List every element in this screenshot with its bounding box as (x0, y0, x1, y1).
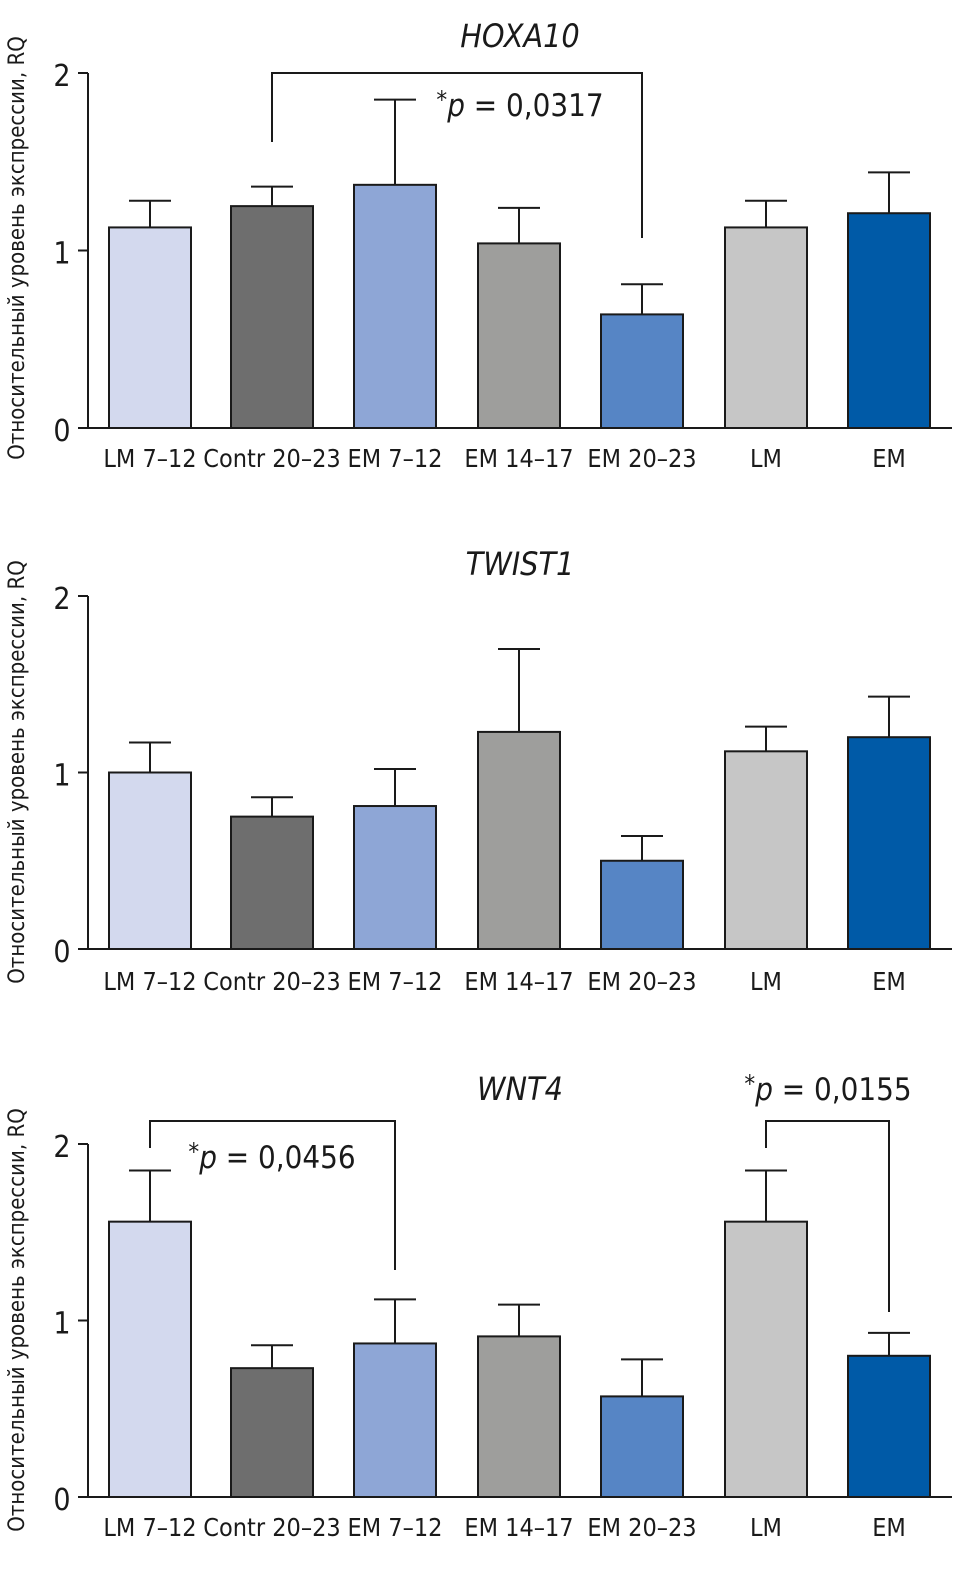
x-tick-label: EM 20–23 (587, 967, 696, 996)
bar (847, 736, 931, 951)
x-tick-label: EM (872, 1513, 906, 1542)
p-value-symbol: p (446, 88, 465, 124)
p-value-text: = 0,0155 (773, 1072, 912, 1108)
bar (477, 730, 561, 951)
p-value-star: * (744, 1070, 755, 1098)
x-tick-label: EM (872, 967, 906, 996)
p-value-text: = 0,0317 (465, 88, 604, 124)
bar (847, 1354, 931, 1499)
x-tick-label: EM 7–12 (348, 967, 443, 996)
bar (600, 859, 684, 950)
chart-title: HOXA10 (460, 17, 579, 55)
x-tick-label: EM 7–12 (348, 1513, 443, 1542)
y-tick-label: 0 (53, 414, 70, 449)
p-value-symbol: p (754, 1072, 773, 1108)
bar (353, 805, 437, 950)
x-tick-label: Contr 20–23 (203, 967, 340, 996)
x-tick-label: LM (750, 444, 782, 473)
bar (230, 205, 314, 429)
y-axis-label: Относительный уровень экспрессии, RQ (5, 36, 30, 460)
p-value-label: *p = 0,0317 (436, 86, 603, 124)
x-tick-label: Contr 20–23 (203, 1513, 340, 1542)
p-value-star: * (436, 86, 447, 114)
y-tick-label: 2 (53, 582, 70, 617)
x-tick-label: EM 20–23 (587, 444, 696, 473)
x-tick-label: LM (750, 1513, 782, 1542)
y-axis-label: Относительный уровень экспрессии, RQ (5, 1108, 30, 1532)
x-tick-label: EM 7–12 (348, 444, 443, 473)
bar (108, 771, 192, 950)
chart-title: WNT4 (477, 1070, 563, 1108)
x-tick-label: LM 7–12 (103, 967, 196, 996)
chart-panel-hoxa10: HOXA10 Относительный уровень экспрессии, … (5, 17, 952, 473)
bar (108, 226, 192, 429)
bar (600, 1395, 684, 1499)
x-tick-label: LM 7–12 (103, 1513, 196, 1542)
x-tick-label: EM 14–17 (464, 967, 573, 996)
chart-title: TWIST1 (466, 545, 575, 583)
x-tick-label: Contr 20–23 (203, 444, 340, 473)
bar (724, 226, 808, 429)
p-value-symbol: p (198, 1140, 217, 1176)
x-tick-label: EM 14–17 (464, 1513, 573, 1542)
p-value-text: = 0,0456 (217, 1140, 356, 1176)
bar (230, 1367, 314, 1499)
y-tick-label: 1 (53, 1307, 70, 1342)
y-tick-label: 0 (53, 935, 70, 970)
bar (230, 815, 314, 950)
p-value-star: * (188, 1138, 199, 1166)
bar (724, 1220, 808, 1499)
x-tick-label: LM 7–12 (103, 444, 196, 473)
bar (724, 750, 808, 950)
bar (847, 212, 931, 429)
bar (477, 242, 561, 429)
bar (353, 1342, 437, 1498)
chart-panel-twist1: TWIST1 Относительный уровень экспрессии, … (5, 545, 952, 996)
x-tick-label: LM (750, 967, 782, 996)
y-tick-label: 2 (53, 1130, 70, 1165)
x-tick-label: EM 14–17 (464, 444, 573, 473)
bar (600, 313, 684, 429)
significance-bracket (271, 72, 643, 238)
p-value-label: *p = 0,0155 (744, 1070, 911, 1108)
y-axis-label: Относительный уровень экспрессии, RQ (5, 560, 30, 984)
bar (353, 183, 437, 429)
chart-panel-wnt4: WNT4 Относительный уровень экспрессии, RQ… (5, 1070, 952, 1542)
y-tick-label: 2 (53, 59, 70, 94)
y-tick-label: 1 (53, 237, 70, 272)
x-tick-label: EM 20–23 (587, 1513, 696, 1542)
y-tick-label: 1 (53, 759, 70, 794)
x-tick-label: EM (872, 444, 906, 473)
p-value-label: *p = 0,0456 (188, 1138, 355, 1176)
significance-bracket (149, 1120, 396, 1270)
bar (477, 1335, 561, 1499)
significance-bracket (765, 1120, 890, 1312)
y-tick-label: 0 (53, 1483, 70, 1518)
bar (108, 1220, 192, 1499)
